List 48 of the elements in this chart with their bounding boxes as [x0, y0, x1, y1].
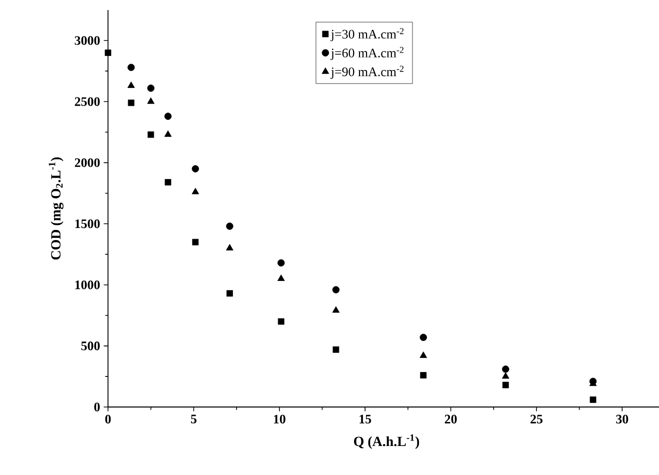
x-tick-label: 15 [360, 414, 372, 424]
point [164, 179, 172, 186]
point [590, 396, 596, 403]
point [502, 382, 509, 388]
point [278, 318, 284, 325]
point [502, 372, 510, 379]
point [226, 290, 233, 297]
legend-label: j=90 mA.cm$^{-2}$ [330, 66, 404, 79]
point [147, 97, 155, 104]
legend-label: j=30 mA.cm$^{-2}$ [330, 28, 404, 42]
point [420, 334, 427, 341]
y-tick-label: 2500 [74, 97, 100, 106]
point [226, 222, 234, 230]
point [332, 286, 340, 294]
point [332, 346, 340, 353]
point [420, 351, 428, 358]
y-tick-label: 1500 [75, 219, 100, 228]
point [192, 238, 199, 246]
point [192, 165, 200, 172]
x-tick-label: 25 [530, 414, 542, 424]
y-tick-label: 0 [94, 402, 100, 412]
point [148, 131, 154, 138]
y-tick-label: 2000 [74, 158, 100, 168]
point [164, 112, 172, 120]
point [128, 64, 135, 72]
point [226, 244, 234, 250]
point [147, 84, 154, 92]
point [104, 50, 112, 56]
x-tick-label: 5 [190, 414, 196, 424]
x-tick-label: 0 [105, 414, 111, 424]
point [502, 366, 510, 373]
point [164, 130, 172, 137]
y-axis-title: COD (mg O$_{2}$.L$^{-1}$) [48, 157, 64, 260]
point [192, 188, 200, 194]
x-axis-title: Q (A.h.L$^{-1}$) [354, 434, 420, 449]
point [332, 306, 340, 313]
point [127, 82, 135, 88]
legend-label: j=60 mA.cm$^{-2}$ [330, 46, 404, 60]
point [278, 259, 285, 266]
point [420, 372, 427, 378]
y-tick-label: 3000 [74, 36, 100, 45]
point [128, 100, 134, 106]
x-tick-label: 10 [274, 414, 286, 424]
y-tick-label: 1000 [75, 280, 100, 290]
point [277, 274, 285, 281]
y-tick-label: 500 [81, 342, 100, 350]
x-tick-label: 20 [444, 414, 457, 424]
x-tick-label: 30 [616, 414, 628, 424]
